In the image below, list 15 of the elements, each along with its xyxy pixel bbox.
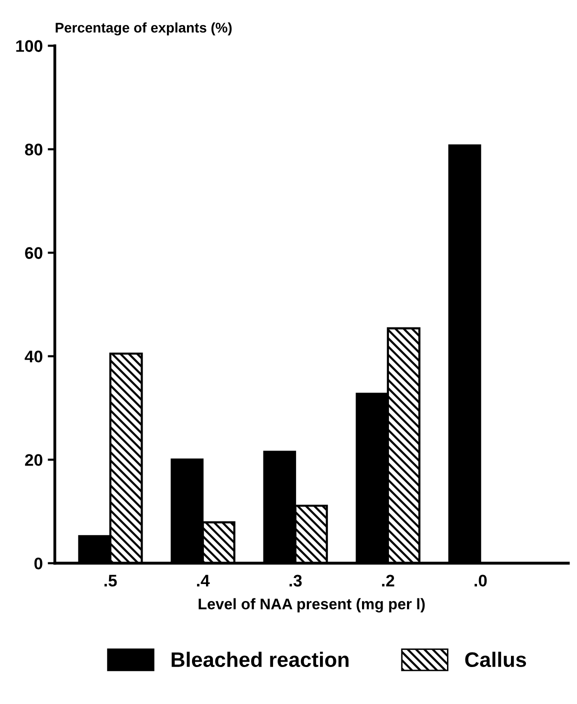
- y-tick-label: 0: [34, 558, 42, 570]
- y-tick-label: 20: [25, 454, 42, 466]
- legend-label: Callus: [465, 652, 526, 668]
- y-tick-label: 80: [25, 144, 42, 156]
- x-tick-label: .0: [474, 574, 487, 587]
- x-tick-label: .5: [104, 574, 117, 587]
- x-tick-label: .4: [197, 574, 210, 586]
- y-tick-label: 60: [25, 247, 42, 259]
- legend-label: Bleached reaction: [172, 652, 348, 668]
- y-axis-title: Percentage of explants (%): [56, 22, 232, 36]
- x-tick-label: .2: [382, 574, 394, 586]
- y-tick-label: 100: [16, 40, 42, 52]
- x-axis-title: Level of NAA present (mg per l): [198, 598, 425, 612]
- x-tick-label: .3: [290, 574, 302, 587]
- y-tick-label: 40: [24, 350, 42, 362]
